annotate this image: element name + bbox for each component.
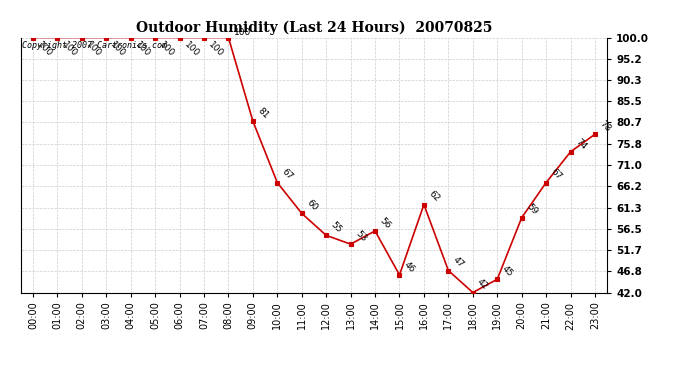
Text: 53: 53 [353, 229, 368, 243]
Text: 81: 81 [255, 106, 270, 120]
Title: Outdoor Humidity (Last 24 Hours)  20070825: Outdoor Humidity (Last 24 Hours) 2007082… [136, 21, 492, 35]
Text: 100: 100 [234, 28, 251, 37]
Text: 45: 45 [500, 264, 515, 279]
Text: 55: 55 [329, 220, 344, 235]
Text: 67: 67 [549, 167, 563, 182]
Text: 100: 100 [207, 40, 226, 59]
Text: 67: 67 [280, 167, 295, 182]
Text: 100: 100 [182, 40, 201, 59]
Text: 62: 62 [426, 189, 441, 204]
Text: 47: 47 [451, 255, 466, 270]
Text: 59: 59 [524, 202, 539, 217]
Text: 42: 42 [475, 278, 490, 292]
Text: 56: 56 [378, 216, 393, 230]
Text: 74: 74 [573, 136, 588, 151]
Text: 78: 78 [598, 119, 612, 134]
Text: 60: 60 [304, 198, 319, 213]
Text: 100: 100 [85, 40, 103, 59]
Text: Copyright 2007 Cartronics.com: Copyright 2007 Cartronics.com [22, 41, 167, 50]
Text: 46: 46 [402, 260, 417, 274]
Text: 100: 100 [36, 40, 55, 59]
Text: 100: 100 [158, 40, 177, 59]
Text: 100: 100 [109, 40, 128, 59]
Text: 100: 100 [60, 40, 79, 59]
Text: 100: 100 [133, 40, 152, 59]
